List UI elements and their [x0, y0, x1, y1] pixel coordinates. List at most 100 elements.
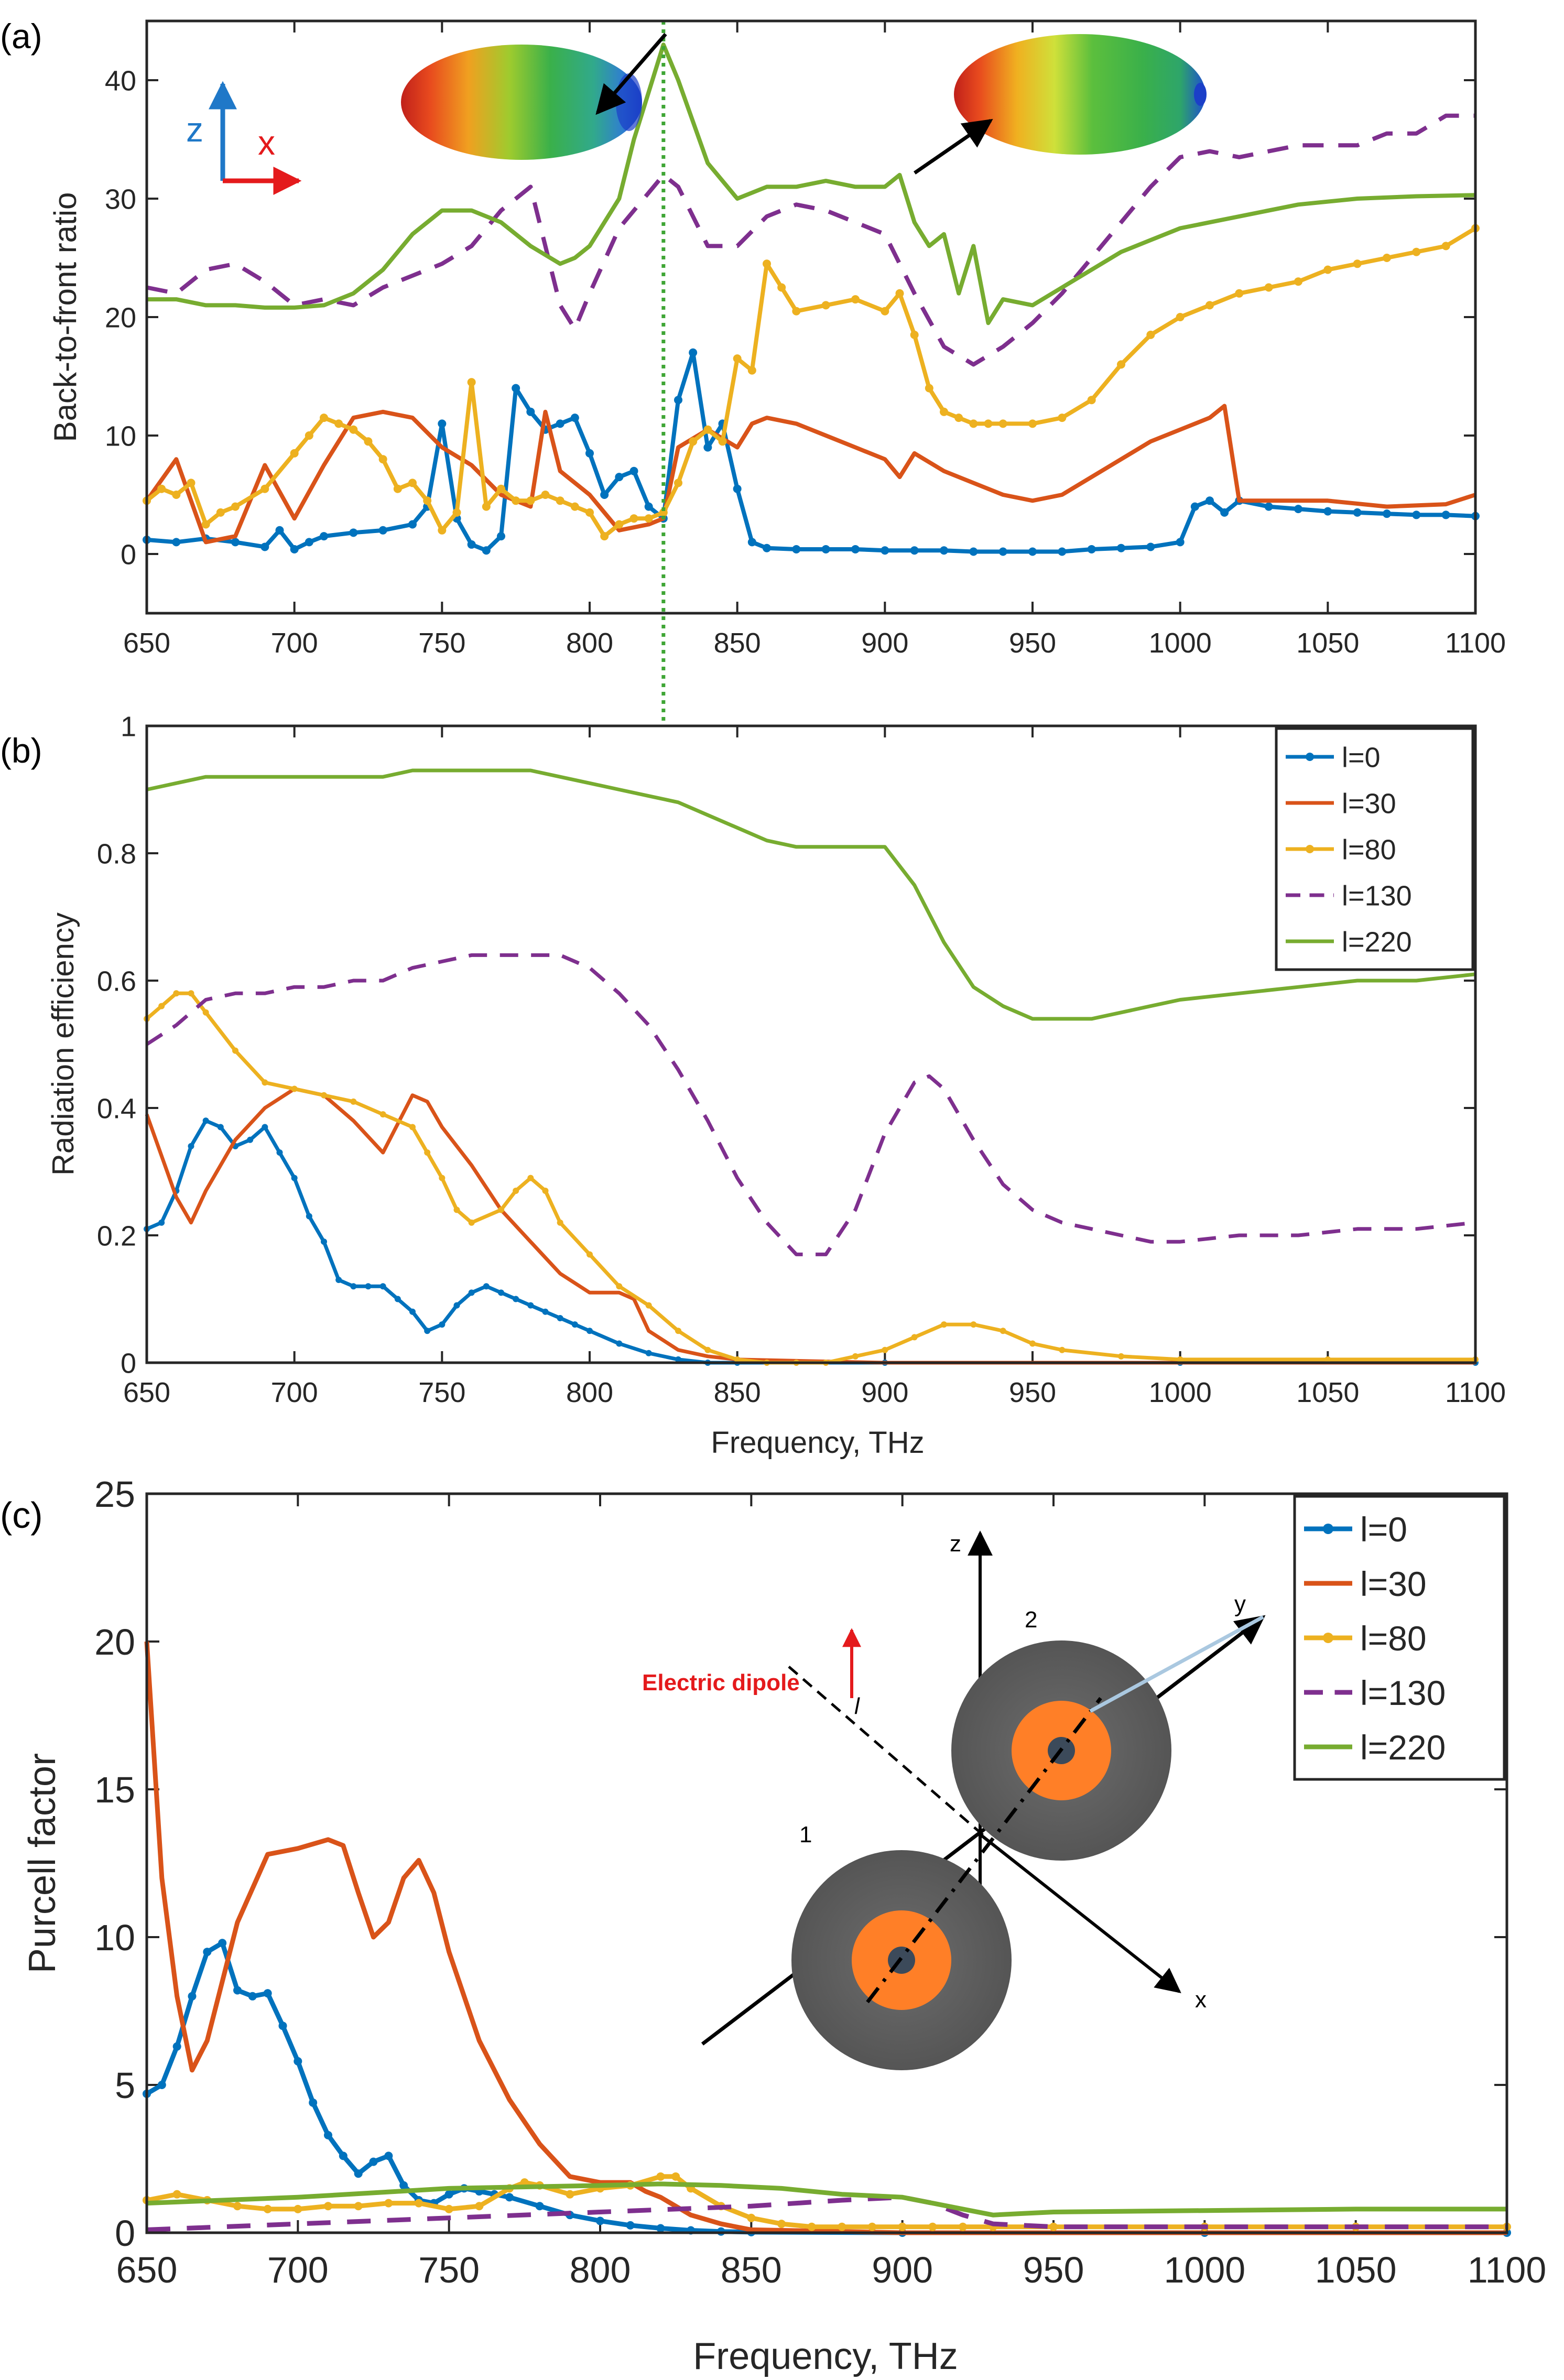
series-point: [542, 1308, 549, 1315]
y-tick-label: 20: [94, 1622, 135, 1662]
series-point: [497, 484, 505, 493]
series-point: [354, 2202, 363, 2211]
distance-label: l: [854, 1693, 860, 1719]
series-point: [1412, 247, 1421, 256]
y-tick-label: 0: [121, 539, 136, 570]
x-tick-label: 1000: [1164, 2249, 1245, 2290]
series-point: [1176, 538, 1185, 547]
series-point: [157, 2081, 166, 2089]
series-point: [378, 526, 387, 535]
series-point: [290, 545, 299, 553]
series-point: [202, 1009, 209, 1016]
series-point: [438, 526, 447, 535]
panel-c-legend: l=0 l=30 l=80 l=130 l=220: [1293, 1495, 1506, 1781]
series-point: [444, 2204, 453, 2213]
series-point: [409, 1124, 416, 1131]
series-point: [1264, 283, 1273, 292]
series-point: [644, 514, 653, 523]
series-point: [452, 508, 461, 517]
series-point: [276, 1149, 283, 1156]
series-point: [570, 414, 579, 422]
series-point: [910, 546, 919, 555]
series-point: [616, 1283, 623, 1290]
series-point: [557, 1219, 563, 1226]
series-line: [144, 1641, 1507, 2235]
series-point: [1294, 505, 1302, 514]
series-l-30: [144, 1641, 1507, 2235]
series-point: [294, 2204, 302, 2213]
series-point: [232, 1047, 238, 1054]
series-point: [851, 545, 860, 553]
panel-a: (a) 650 700 750 800 850 900 950 1000 1050 1100010…: [0, 17, 1506, 1363]
series-point: [275, 526, 284, 535]
series-point: [394, 1296, 401, 1302]
panel-a-label: (a): [0, 17, 42, 56]
series-line: [145, 404, 1476, 545]
panel-c-series: [143, 1641, 1511, 2237]
legend-label: l=0: [1360, 1510, 1407, 1549]
series-point: [498, 1289, 504, 1296]
series-point: [379, 1111, 386, 1118]
x-tick-label: 700: [271, 627, 318, 659]
series-point: [188, 1992, 197, 2001]
series-point: [1235, 289, 1244, 298]
series-point: [294, 2057, 302, 2066]
y-tick-label: 5: [115, 2065, 135, 2106]
series-point: [734, 1356, 741, 1363]
series-point: [467, 378, 476, 387]
series-point: [556, 496, 564, 505]
inset-x-axis: [979, 1833, 1181, 1993]
series-point: [671, 2172, 680, 2181]
series-point: [1220, 508, 1229, 517]
series-point: [881, 307, 889, 316]
series-point: [1441, 510, 1450, 519]
series-point: [482, 546, 491, 555]
series-point: [231, 538, 240, 547]
series-point: [158, 1003, 165, 1009]
panel-b-series: [144, 768, 1479, 1366]
y-tick-label: 0.6: [97, 965, 136, 997]
series-point: [1087, 396, 1096, 405]
series-point: [216, 508, 225, 517]
series-point: [629, 466, 638, 475]
series-point: [1353, 508, 1362, 517]
series-line: [145, 991, 1475, 1365]
series-point: [1146, 330, 1155, 339]
inset-y-highlight: [1089, 1615, 1264, 1713]
legend-label: l=30: [1342, 788, 1396, 819]
x-tick-label: 1100: [1468, 2249, 1547, 2290]
series-point: [1117, 360, 1125, 369]
series-point: [1383, 509, 1391, 518]
series-point: [202, 1117, 209, 1124]
series-line: [146, 2181, 1507, 2218]
series-point: [940, 407, 948, 416]
series-line: [146, 953, 1476, 1256]
series-point: [571, 1321, 578, 1328]
panel-c: (c) 650 700 750 800 850 900 950 1000 1050 1100 0 5 1…: [0, 1474, 1546, 2377]
series-point: [940, 546, 948, 555]
series-point: [586, 1251, 593, 1258]
series-point: [792, 307, 801, 316]
series-point: [777, 2220, 786, 2229]
series-point: [703, 425, 712, 434]
series-point: [1058, 414, 1067, 422]
y-tick-label: 0: [121, 1347, 136, 1379]
series-point: [851, 295, 860, 304]
series-point: [1176, 313, 1185, 321]
series-point: [615, 520, 624, 529]
x-tick-label: 850: [721, 2249, 782, 2290]
series-point: [393, 484, 402, 493]
series-point: [339, 2151, 347, 2160]
x-tick-label: 850: [714, 1377, 761, 1408]
panel-c-axes: 650 700 750 800 850 900 950 1000 1050 1100 0 5 10 15 2…: [94, 1474, 1546, 2290]
series-point: [438, 419, 447, 428]
series-point: [941, 1321, 947, 1328]
series-point: [1117, 544, 1125, 552]
series-point: [291, 1175, 298, 1181]
y-tick-label: 10: [105, 420, 136, 452]
legend-label: l=80: [1360, 1619, 1427, 1658]
series-point: [1353, 259, 1362, 268]
series-l-220: [146, 2181, 1507, 2218]
series-point: [483, 1283, 490, 1290]
series-point: [498, 1207, 504, 1213]
